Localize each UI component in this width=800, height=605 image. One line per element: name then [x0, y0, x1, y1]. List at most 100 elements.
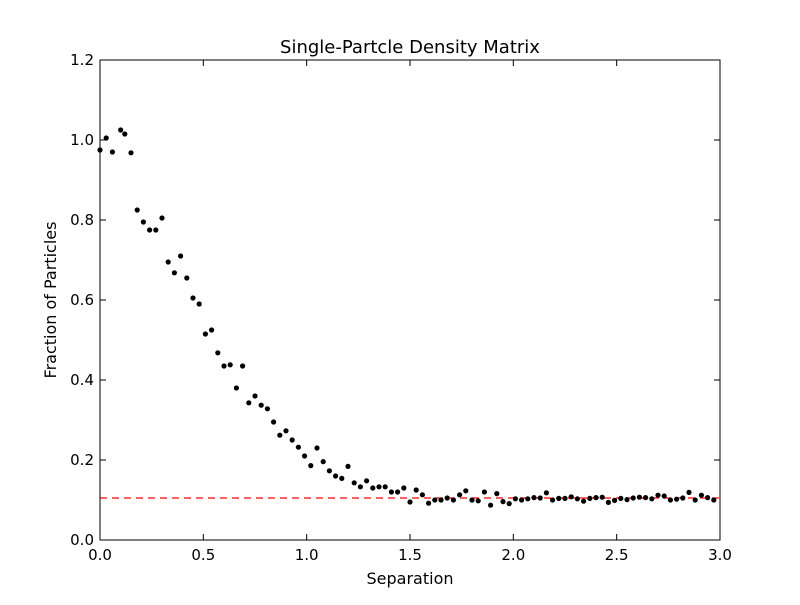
- data-point: [426, 500, 432, 506]
- plot-area: [97, 127, 720, 508]
- data-point: [190, 295, 196, 301]
- x-tick-label: 0.5: [191, 546, 215, 564]
- data-point: [401, 485, 407, 491]
- data-point: [333, 473, 339, 479]
- data-point: [649, 496, 655, 502]
- data-point: [215, 350, 221, 356]
- data-point: [209, 327, 215, 333]
- data-point: [302, 453, 308, 459]
- data-point: [612, 497, 618, 503]
- axis-ticks: 0.0 0.5 1.0 1.5 2.0 2.5 3.0 0.0 0.2 0.4 0.6 0.8 1.0 1…: [70, 51, 732, 564]
- data-point: [438, 497, 444, 503]
- data-point: [605, 499, 612, 505]
- data-point: [364, 478, 370, 484]
- data-point: [655, 492, 661, 498]
- data-point: [475, 498, 481, 504]
- data-point: [202, 331, 208, 337]
- data-point: [469, 497, 475, 503]
- data-point: [698, 492, 705, 498]
- data-point: [407, 499, 413, 505]
- data-point: [295, 444, 301, 450]
- y-axis-label: Fraction of Particles: [41, 222, 60, 379]
- data-point: [512, 496, 519, 502]
- data-point: [413, 487, 419, 493]
- x-axis-label: Separation: [367, 569, 454, 588]
- y-tick-label: 0.0: [70, 531, 94, 549]
- data-point: [252, 393, 258, 399]
- data-point: [103, 135, 109, 141]
- data-point: [258, 402, 264, 408]
- data-point: [531, 495, 537, 501]
- data-point: [277, 432, 283, 438]
- data-point: [543, 490, 550, 496]
- data-point: [171, 270, 177, 276]
- data-point: [320, 459, 326, 465]
- data-point: [240, 363, 246, 369]
- data-point: [227, 362, 233, 368]
- x-tick-label: 0.0: [88, 546, 112, 564]
- data-point: [686, 489, 692, 495]
- data-point: [488, 502, 494, 508]
- data-point: [289, 437, 295, 443]
- data-point: [494, 491, 500, 497]
- data-point: [246, 400, 252, 406]
- data-point: [122, 131, 128, 137]
- data-point: [562, 495, 568, 501]
- y-tick-label: 0.6: [70, 291, 94, 309]
- data-point: [481, 489, 487, 495]
- data-point: [153, 227, 159, 233]
- data-point: [463, 488, 469, 494]
- data-point: [271, 419, 277, 425]
- data-point: [630, 495, 636, 501]
- data-point: [314, 445, 320, 451]
- data-point: [147, 227, 153, 233]
- data-point: [419, 492, 425, 498]
- data-point: [537, 495, 543, 501]
- data-point: [118, 127, 124, 133]
- y-tick-label: 1.2: [70, 51, 94, 69]
- data-point: [351, 480, 357, 486]
- y-tick-label: 0.8: [70, 211, 94, 229]
- data-point: [674, 496, 680, 502]
- data-point: [221, 363, 227, 369]
- x-tick-label: 2.0: [501, 546, 525, 564]
- data-point: [636, 494, 643, 500]
- data-point: [550, 497, 556, 503]
- x-tick-label: 2.5: [605, 546, 629, 564]
- chart-title: Single-Partcle Density Matrix: [280, 37, 540, 58]
- x-tick-label: 1.5: [398, 546, 422, 564]
- data-point: [680, 495, 686, 501]
- data-point: [506, 501, 512, 507]
- data-point: [581, 498, 587, 504]
- data-point: [500, 499, 506, 505]
- data-point: [382, 484, 388, 490]
- data-point: [568, 494, 574, 500]
- data-point: [233, 385, 239, 391]
- data-point: [643, 495, 649, 501]
- y-tick-label: 0.2: [70, 451, 94, 469]
- data-point: [587, 495, 593, 501]
- data-point: [196, 301, 202, 307]
- data-point: [308, 463, 314, 469]
- data-point: [661, 493, 667, 499]
- data-point: [450, 497, 456, 503]
- data-point: [574, 496, 581, 502]
- data-point: [388, 489, 394, 495]
- data-point: [345, 463, 351, 469]
- data-point: [134, 207, 140, 213]
- data-point: [618, 495, 624, 501]
- data-point: [599, 494, 605, 500]
- data-point: [444, 495, 450, 501]
- data-point: [184, 275, 190, 281]
- data-point: [457, 492, 463, 498]
- data-point: [339, 475, 345, 481]
- data-point: [326, 468, 332, 474]
- data-point: [705, 495, 711, 501]
- data-point: [376, 484, 382, 490]
- data-point: [370, 485, 376, 491]
- data-point: [556, 495, 562, 501]
- data-point: [178, 253, 184, 259]
- data-point: [519, 497, 525, 503]
